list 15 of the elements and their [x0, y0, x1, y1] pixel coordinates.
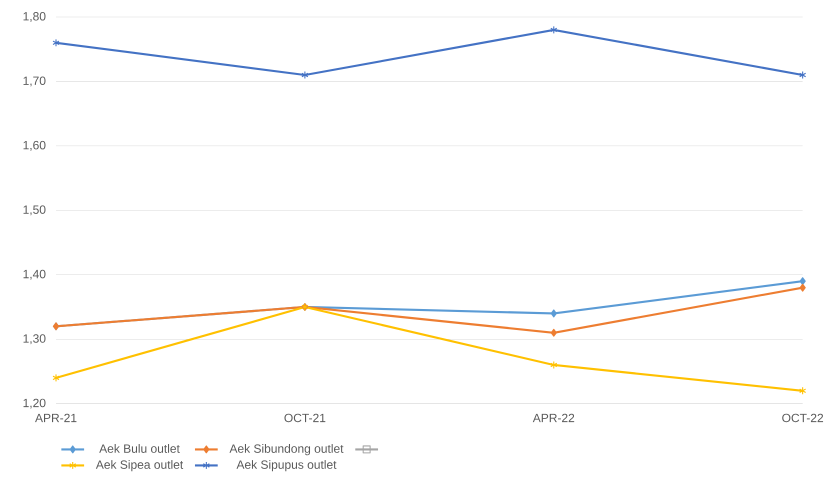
y-tick-label: 1,50: [24, 205, 46, 216]
legend-label: Aek Sibundong outlet: [229, 444, 344, 456]
x-tick-label: APR-22: [532, 414, 574, 422]
legend-label: Aek Sipea outlet: [96, 460, 184, 472]
y-tick-label: 1,20: [24, 398, 46, 409]
y-tick-label: 1,80: [24, 12, 46, 22]
legend-label: Aek Sipupus outlet: [236, 460, 336, 472]
x-tick-label: APR-21: [35, 414, 76, 422]
y-tick-label: 1,60: [24, 140, 46, 151]
x-tick-label: OCT-21: [284, 414, 326, 422]
y-tick-label: 1,40: [24, 270, 46, 280]
x-tick-label: OCT-22: [782, 414, 824, 422]
y-tick-label: 1,70: [24, 76, 46, 86]
legend-label: Aek Bulu outlet: [99, 444, 180, 453]
y-tick-label: 1,30: [24, 334, 46, 344]
